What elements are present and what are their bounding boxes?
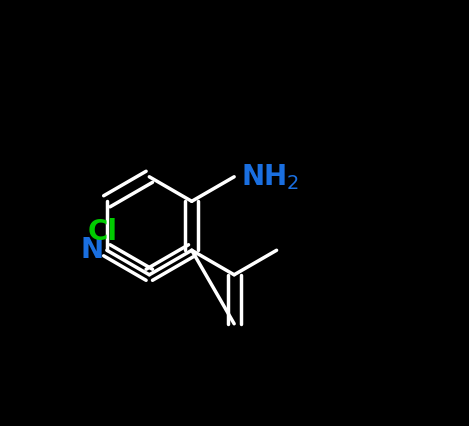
Text: N: N <box>80 236 104 264</box>
Text: Cl: Cl <box>88 218 118 246</box>
Text: NH$_2$: NH$_2$ <box>241 162 299 192</box>
